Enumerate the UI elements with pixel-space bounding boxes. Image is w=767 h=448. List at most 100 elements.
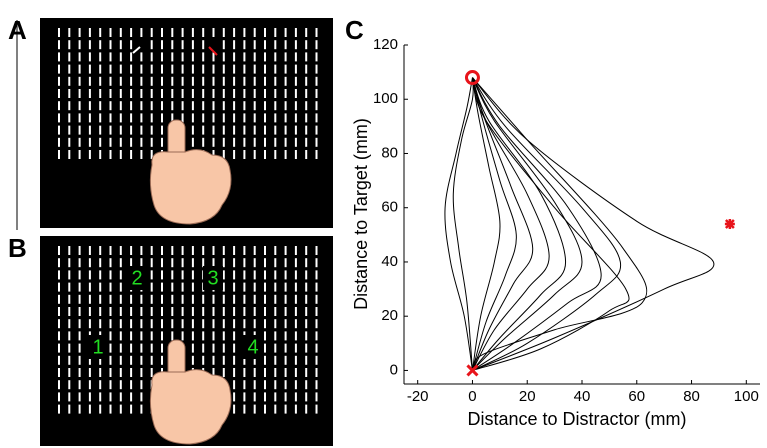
bar: [284, 150, 287, 159]
bar: [130, 52, 133, 62]
bar: [140, 355, 143, 365]
bar: [233, 331, 236, 341]
bar: [253, 258, 256, 268]
label-bg: [127, 266, 147, 290]
bar: [78, 246, 81, 255]
bar: [130, 294, 133, 304]
bar: [264, 258, 266, 268]
bar: [88, 52, 91, 62]
bar: [171, 319, 174, 329]
target-marker: [464, 70, 480, 86]
bar: [305, 343, 308, 353]
bar: [130, 125, 133, 135]
bar: [88, 101, 91, 111]
bar: [305, 270, 308, 280]
bar: [171, 270, 174, 280]
bar: [191, 294, 194, 304]
bar: [202, 294, 205, 304]
bar: [191, 343, 194, 353]
bar: [171, 101, 174, 111]
bar: [212, 113, 215, 123]
bar: [233, 343, 236, 353]
bar: [78, 28, 81, 37]
bar: [181, 294, 184, 304]
bar: [253, 89, 256, 98]
bar: [88, 64, 91, 74]
bar: [119, 76, 122, 86]
bar: [171, 28, 174, 37]
bar: [140, 319, 143, 329]
trajectory: [471, 77, 550, 371]
bar: [150, 64, 153, 74]
bar: [243, 294, 246, 304]
bar: [264, 307, 266, 316]
bar: [202, 64, 205, 74]
bar: [140, 125, 143, 135]
bar: [212, 89, 215, 98]
bar: [315, 52, 318, 62]
bar: [264, 125, 266, 135]
bar: [202, 125, 205, 135]
bar: [140, 307, 143, 316]
bar: [264, 64, 266, 74]
bar: [171, 258, 174, 268]
bar: [109, 150, 112, 159]
bar: [202, 331, 205, 341]
bar: [212, 52, 215, 62]
bar: [202, 89, 205, 98]
bar: [130, 150, 133, 159]
bar: [305, 101, 308, 111]
bar: [150, 246, 153, 255]
bar: [140, 137, 143, 147]
bar: [88, 137, 91, 147]
bar: [212, 76, 215, 86]
bar: [284, 40, 287, 50]
bar: [284, 113, 287, 123]
bar: [78, 355, 81, 365]
bar: [88, 258, 91, 268]
bar: [109, 282, 112, 292]
bar: [233, 40, 236, 50]
bar: [140, 28, 143, 37]
bar: [140, 113, 143, 123]
bar: [243, 52, 246, 62]
bar: [150, 343, 153, 353]
bar: [222, 343, 225, 353]
bar: [58, 294, 60, 304]
bar: [88, 40, 91, 50]
bar: [58, 404, 60, 414]
bar: [315, 137, 318, 147]
bar: [243, 89, 246, 98]
bar: [243, 125, 246, 135]
bar: [68, 282, 71, 292]
bar: [88, 355, 91, 365]
bar: [315, 294, 318, 304]
bar: [119, 28, 122, 37]
bar: [58, 380, 60, 390]
bar: [284, 89, 287, 98]
bar: [78, 294, 81, 304]
bar: [161, 331, 163, 341]
bar: [243, 368, 246, 377]
bar: [161, 101, 163, 111]
bar: [222, 331, 225, 341]
bar: [202, 76, 205, 86]
bar: [68, 246, 71, 255]
bar: [58, 282, 60, 292]
bar: [119, 380, 122, 390]
bar: [233, 89, 236, 98]
bar: [130, 40, 133, 50]
bar: [109, 40, 112, 50]
bar: [233, 258, 236, 268]
bar: [109, 28, 112, 37]
bar: [243, 76, 246, 86]
bar: [181, 76, 184, 86]
bar: [284, 246, 287, 255]
bar: [109, 404, 112, 414]
bar: [222, 282, 225, 292]
bar: [109, 113, 112, 123]
bar: [305, 258, 308, 268]
bar: [150, 76, 153, 86]
bar: [99, 64, 102, 74]
